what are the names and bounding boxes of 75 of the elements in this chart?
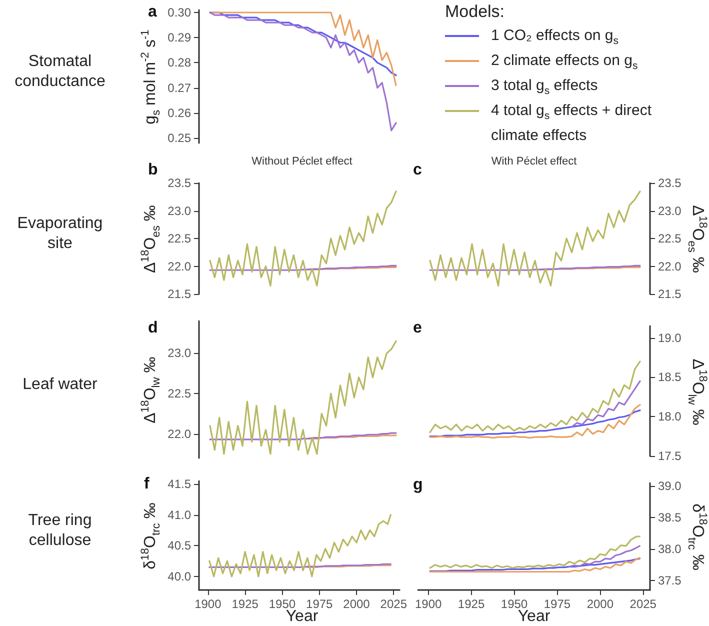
legend-label: 1 CO₂ effects on g$_{s}$ <box>491 26 619 49</box>
chart-title: g <box>413 476 423 494</box>
chart-subtitle: With Péclet effect <box>491 156 577 168</box>
x-tick-label: 1900 <box>194 597 222 611</box>
y-tick-label: 0.25 <box>168 130 192 145</box>
legend-label: 4 total g$_{s}$ effects + direct climate effects <box>491 101 652 145</box>
x-tick-label: 1925 <box>232 597 259 611</box>
y-tick-label: 0.30 <box>168 6 192 20</box>
x-tick-label: 1950 <box>500 597 528 611</box>
line-series <box>209 432 397 440</box>
line-series <box>209 12 397 132</box>
y-tick-label: 21.5 <box>168 287 192 301</box>
x-tick-label: 1900 <box>414 597 442 611</box>
x-tick-label: 2025 <box>380 597 408 611</box>
y2-tick-label: 37.5 <box>658 574 682 588</box>
line-series <box>209 340 397 455</box>
y-tick-label: 23.5 <box>658 176 682 190</box>
line-series <box>568 545 640 568</box>
x-tick-label: 1975 <box>544 597 571 611</box>
y2-tick-label: 38.0 <box>658 542 682 556</box>
x-tick-label: 1950 <box>268 597 296 611</box>
y2-tick-label: 38.5 <box>658 510 682 525</box>
x-axis-title: Year <box>286 608 318 625</box>
y-tick-label: 23.0 <box>168 346 192 360</box>
chart-title: b <box>148 162 158 178</box>
y-tick-label: 23.0 <box>658 204 682 218</box>
y-tick-label: 19.0 <box>658 330 682 345</box>
x-tick-label: 2000 <box>343 597 370 611</box>
chart-title: c <box>413 162 422 178</box>
y-tick-label: 23.0 <box>168 204 192 218</box>
line-series <box>570 380 641 428</box>
line-series <box>429 190 641 286</box>
legend-label: 3 total g$_{s}$ effects <box>491 76 598 99</box>
x-tick-label: 1975 <box>306 597 334 611</box>
y-tick-label: 41.0 <box>168 508 192 522</box>
line-series <box>429 404 641 439</box>
y-tick-label: 0.28 <box>168 56 192 70</box>
line-series <box>208 514 392 578</box>
y-tick-label: 21.5 <box>658 287 682 301</box>
chart-title: e <box>413 320 422 336</box>
x-tick-label: 2000 <box>586 597 614 611</box>
line-series <box>429 360 641 434</box>
x-axis-title: Year <box>518 608 550 625</box>
chart-title: a <box>148 4 157 20</box>
line-series <box>429 410 641 438</box>
line-series <box>209 190 397 286</box>
y-tick-label: 40.5 <box>168 538 192 553</box>
x-tick-label: 2025 <box>630 597 657 611</box>
x-tick-label: 1925 <box>458 597 485 611</box>
y-tick-label: 18.5 <box>658 370 682 384</box>
legend-label: 2 climate effects on g$_{s}$ <box>491 51 638 74</box>
y-tick-label: 22.0 <box>168 259 192 274</box>
y2-tick-label: 39.0 <box>658 479 682 494</box>
y-tick-label: 0.26 <box>168 106 192 120</box>
y-tick-label: 0.29 <box>168 30 192 45</box>
chart-title: f <box>144 476 150 492</box>
y-tick-label: 22.5 <box>658 232 682 246</box>
y-tick-label: 40.0 <box>168 569 192 584</box>
text: Leaf water <box>22 374 98 394</box>
y-tick-label: 23.5 <box>168 176 192 190</box>
text: Tree ring cellulose <box>27 510 93 550</box>
line-series <box>429 536 640 569</box>
chart-subtitle: Without Péclet effect <box>252 156 352 168</box>
y-tick-label: 22.0 <box>658 259 682 274</box>
text: Evaporating site <box>16 214 104 254</box>
y-tick-label: 22.5 <box>168 386 192 401</box>
y-tick-label: 22.0 <box>168 426 192 441</box>
legend-title: Models: <box>445 2 506 21</box>
y-tick-label: 17.5 <box>658 449 682 463</box>
chart-title: d <box>148 320 158 336</box>
y-tick-label: 41.5 <box>168 477 192 492</box>
text: Stomatal conductance <box>14 52 106 92</box>
y-tick-label: 0.27 <box>168 80 192 95</box>
y-tick-label: 22.5 <box>168 232 192 246</box>
y-tick-label: 18.0 <box>658 410 682 424</box>
